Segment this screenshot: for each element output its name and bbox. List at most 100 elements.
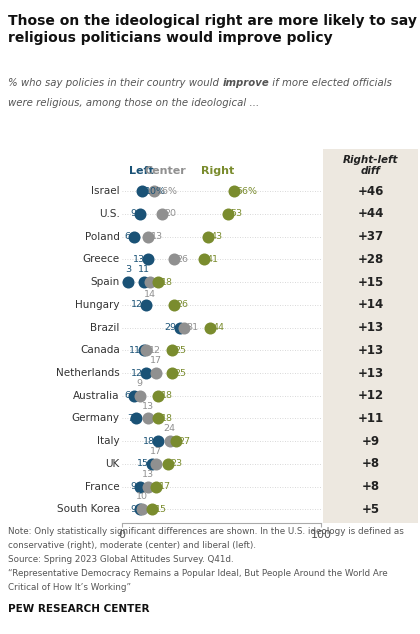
Point: [230, 186, 237, 197]
Point: [142, 368, 149, 378]
Text: 17: 17: [150, 356, 162, 365]
Point: [140, 277, 147, 287]
Text: 18: 18: [161, 391, 173, 400]
Point: [152, 459, 159, 469]
Text: +28: +28: [357, 253, 384, 266]
Text: +12: +12: [357, 389, 384, 402]
Text: 11: 11: [129, 346, 141, 355]
Point: [164, 459, 171, 469]
Text: 16%: 16%: [157, 186, 178, 196]
Text: 24: 24: [164, 424, 176, 433]
Text: conservative (right), moderate (center) and liberal (left).: conservative (right), moderate (center) …: [8, 541, 256, 550]
Point: [124, 277, 131, 287]
Point: [131, 391, 137, 401]
Point: [140, 346, 147, 356]
Point: [148, 459, 155, 469]
Text: 17: 17: [159, 482, 171, 491]
Text: +11: +11: [357, 412, 384, 425]
Text: Israel: Israel: [91, 186, 120, 196]
Text: Center: Center: [145, 166, 186, 176]
Text: Right: Right: [201, 166, 234, 176]
Text: +46: +46: [357, 184, 384, 198]
Text: 3: 3: [125, 265, 131, 274]
Text: 56%: 56%: [236, 186, 257, 196]
Text: 6: 6: [125, 391, 131, 400]
Point: [131, 231, 137, 242]
Text: 23: 23: [171, 460, 183, 469]
Text: Hungary: Hungary: [75, 300, 120, 310]
Point: [136, 209, 143, 219]
Text: France: France: [85, 482, 120, 492]
Text: were religious, among those on the ideological ...: were religious, among those on the ideol…: [8, 98, 260, 108]
Point: [139, 186, 145, 197]
Text: South Korea: South Korea: [57, 505, 120, 514]
Point: [200, 254, 207, 264]
Text: 25: 25: [175, 368, 186, 377]
Text: 18: 18: [143, 437, 155, 446]
Text: 11: 11: [138, 265, 150, 274]
Text: 13: 13: [151, 232, 163, 241]
Point: [139, 504, 145, 514]
Point: [136, 504, 143, 514]
Text: if more elected officials: if more elected officials: [269, 78, 392, 88]
Point: [144, 254, 151, 264]
Text: Source: Spring 2023 Global Attitudes Survey. Q41d.: Source: Spring 2023 Global Attitudes Sur…: [8, 555, 234, 564]
Text: 25: 25: [175, 346, 186, 355]
Point: [171, 254, 177, 264]
Point: [155, 391, 161, 401]
Point: [136, 482, 143, 492]
Text: 10%: 10%: [145, 186, 166, 196]
Text: 43: 43: [210, 232, 223, 241]
Text: +14: +14: [357, 299, 384, 311]
Text: Greece: Greece: [83, 254, 120, 264]
Text: 10: 10: [136, 493, 148, 501]
Text: 7: 7: [127, 414, 133, 423]
Text: 31: 31: [186, 323, 199, 332]
Text: Critical of How It’s Working”: Critical of How It’s Working”: [8, 583, 131, 592]
Text: 12: 12: [131, 301, 143, 309]
Text: +9: +9: [362, 435, 380, 448]
Point: [144, 413, 151, 424]
Text: 14: 14: [144, 290, 156, 299]
Text: 12: 12: [131, 368, 143, 377]
Text: 9: 9: [137, 378, 143, 388]
Text: Australia: Australia: [74, 391, 120, 401]
Point: [132, 413, 139, 424]
Text: Spain: Spain: [91, 277, 120, 287]
Text: 18: 18: [161, 278, 173, 287]
Text: +5: +5: [362, 503, 380, 516]
Text: +13: +13: [357, 366, 384, 380]
Text: 53: 53: [231, 209, 243, 218]
Point: [152, 368, 159, 378]
Point: [180, 323, 187, 333]
Text: Canada: Canada: [80, 346, 120, 355]
Text: 6: 6: [125, 232, 131, 241]
Text: 9: 9: [131, 209, 137, 218]
Text: Netherlands: Netherlands: [56, 368, 120, 378]
Text: 27: 27: [178, 437, 191, 446]
Text: +37: +37: [357, 230, 384, 243]
Text: 15: 15: [155, 505, 167, 514]
Text: 17: 17: [150, 447, 162, 456]
Text: Left: Left: [129, 166, 154, 176]
Point: [142, 300, 149, 310]
Text: +8: +8: [362, 480, 380, 493]
Point: [136, 391, 143, 401]
Text: U.S.: U.S.: [99, 209, 120, 219]
Point: [168, 346, 175, 356]
Text: “Representative Democracy Remains a Popular Ideal, But People Around the World A: “Representative Democracy Remains a Popu…: [8, 569, 388, 578]
Point: [171, 300, 177, 310]
Point: [144, 231, 151, 242]
Text: 29: 29: [165, 323, 177, 332]
Text: improve: improve: [223, 78, 269, 88]
Text: % who say policies in their country would: % who say policies in their country woul…: [8, 78, 223, 88]
Text: Those on the ideological right are more likely to say
religious politicians woul: Those on the ideological right are more …: [8, 14, 417, 45]
Text: 9: 9: [131, 505, 137, 514]
Text: +15: +15: [357, 276, 384, 288]
Point: [204, 231, 211, 242]
Point: [144, 482, 151, 492]
Point: [146, 277, 153, 287]
Text: Right-left
diff: Right-left diff: [343, 155, 399, 176]
Text: 13: 13: [142, 401, 154, 411]
Text: 41: 41: [207, 255, 218, 264]
